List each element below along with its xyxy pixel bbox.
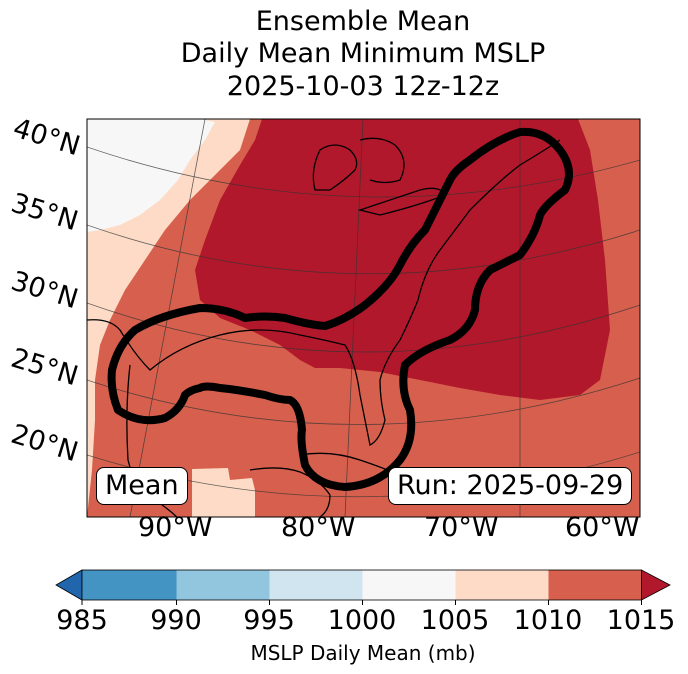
colorbar-label: MSLP Daily Mean (mb): [250, 641, 476, 665]
contour-outline: [107, 127, 573, 491]
colorbar-bin-985-990: [82, 570, 177, 600]
colorbar-bin-1010-1015: [548, 570, 642, 600]
title-line-3: 2025-10-03 12z-12z: [226, 71, 500, 102]
colorbar-tick-1015: 1015: [606, 605, 676, 636]
lon-label-90w: 90°W: [138, 512, 213, 543]
colorbar-extend-low: [55, 569, 83, 601]
colorbar-tick-995: 995: [243, 605, 295, 636]
colorbar-bin-995-1000: [269, 570, 363, 600]
colorbar-frame: [81, 569, 642, 601]
run-date-label-box: Run: 2025-09-29: [388, 467, 633, 505]
colorbar-extend-high: [641, 569, 671, 601]
colorbar-tick-1000: 1000: [327, 605, 397, 636]
lon-label-70w: 70°W: [424, 512, 499, 543]
title-line-1: Ensemble Mean: [255, 6, 471, 37]
lon-label-60w: 60°W: [565, 512, 640, 543]
colorbar-tick-985: 985: [56, 605, 108, 636]
map-frame: [86, 118, 641, 518]
map-field: [87, 119, 640, 517]
field-1000-1005: [87, 119, 215, 232]
colorbar-bin-1000-1005: [362, 570, 456, 600]
title-line-2: Daily Mean Minimum MSLP: [180, 38, 546, 69]
colorbar-bin-990-995: [176, 570, 270, 600]
colorbar-tick-1010: 1010: [513, 605, 583, 636]
colorbar: [55, 569, 671, 605]
colorbar-tick-1005: 1005: [420, 605, 490, 636]
field-1005-1010-south: [192, 468, 255, 517]
mean-label-box: Mean: [96, 467, 188, 505]
colorbar-tick-990: 990: [150, 605, 202, 636]
colorbar-bin-1005-1010: [455, 570, 549, 600]
lon-label-80w: 80°W: [281, 512, 356, 543]
